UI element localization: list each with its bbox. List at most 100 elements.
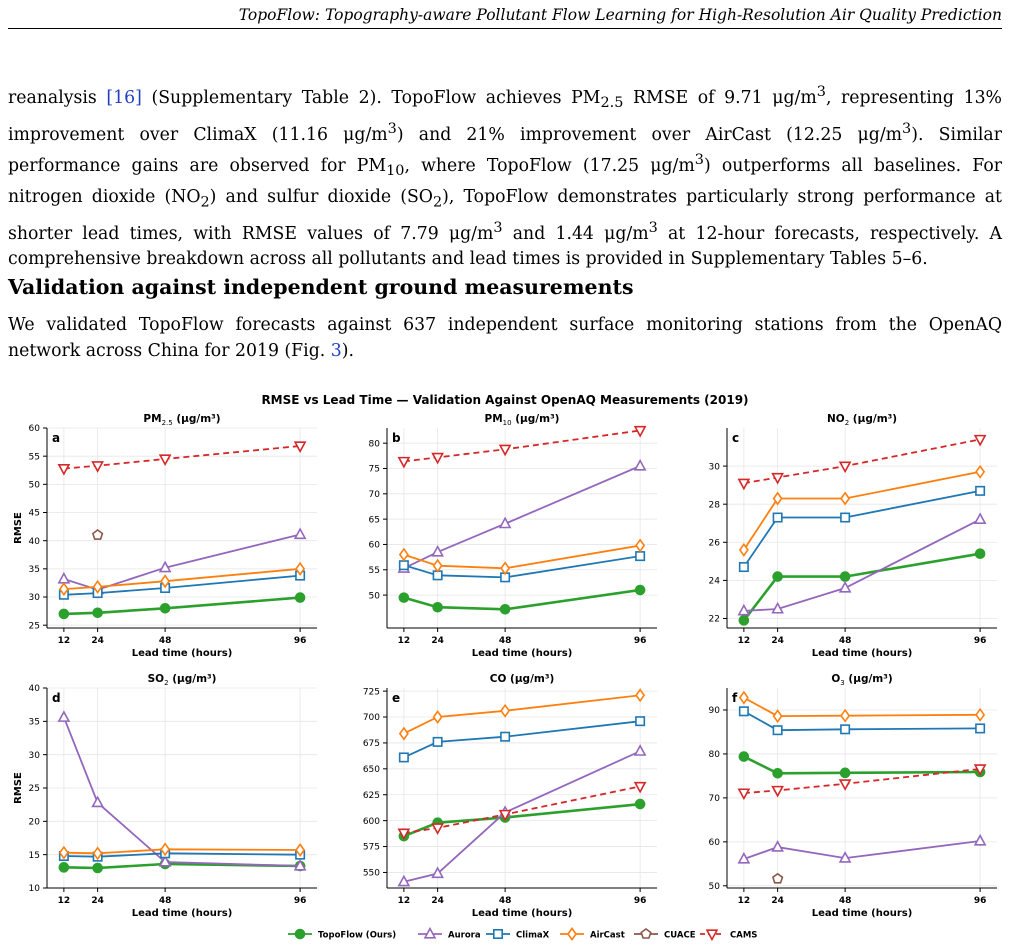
data-point [633, 425, 647, 438]
data-point [635, 688, 646, 703]
data-point [498, 809, 512, 822]
subplot-title-main: PM [485, 413, 503, 425]
y-tick-label: 600 [363, 817, 380, 827]
text-run: ) and sulfur dioxide (SO [209, 186, 433, 207]
text-run: reanalysis [8, 87, 107, 108]
data-point [635, 716, 646, 727]
series-climax [738, 485, 986, 573]
data-point [431, 544, 444, 557]
data-point [738, 615, 750, 626]
x-axis-label: Lead time (hours) [472, 908, 573, 919]
subplot-title: O3 (μg/m³) [831, 673, 892, 687]
legend-item: Aurora [418, 926, 481, 940]
data-point [295, 561, 306, 576]
y-tick-label: 60 [369, 541, 381, 551]
y-tick-label: 45 [29, 509, 40, 519]
text-run: RMSE of 9.71 μg/m [623, 87, 817, 108]
series-line [403, 720, 641, 759]
series-aircast [58, 561, 306, 597]
series-line [743, 696, 981, 718]
superscript: 3 [902, 120, 912, 137]
subplot-title-rest: (μg/m³) [849, 413, 897, 425]
legend-label: CUACE [664, 930, 696, 940]
data-point [975, 464, 986, 479]
data-point [975, 707, 986, 722]
data-point [397, 456, 411, 469]
citation-link[interactable]: [16] [106, 87, 142, 108]
data-point [838, 461, 852, 474]
x-tick-label: 12 [398, 896, 411, 906]
x-axis-label: Lead time (hours) [472, 648, 573, 659]
subplot-title-main: PM [143, 413, 161, 425]
subplot-title-rest: (μg/m³) [173, 413, 221, 425]
x-tick-label: 12 [738, 896, 751, 906]
series-line [63, 533, 301, 591]
series-topoflow-ours [398, 584, 646, 615]
text-run: ) and 21% improvement over AirCast (12.2… [396, 124, 903, 145]
data-point [158, 560, 172, 573]
series-line [63, 567, 301, 590]
series-line [403, 802, 641, 838]
data-point [840, 724, 851, 735]
data-point [973, 512, 987, 525]
legend-marker [294, 928, 306, 940]
subplot-letter: d [52, 691, 61, 705]
subplot-title-main: O [831, 673, 840, 685]
series-aircast [738, 690, 986, 724]
data-point [58, 582, 69, 597]
x-tick-label: 96 [294, 636, 307, 646]
text-run: and 1.44 μg/m [502, 223, 649, 244]
data-point [737, 478, 751, 491]
data-point [91, 461, 104, 473]
figure-ref-link[interactable]: 3 [330, 340, 342, 361]
x-tick-label: 48 [839, 636, 852, 646]
running-header: TopoFlow: Topography-aware Pollutant Flo… [8, 4, 1002, 29]
data-point [838, 779, 852, 791]
data-point [293, 441, 307, 454]
subplot-title: SO2 (μg/m³) [148, 673, 217, 687]
x-tick-label: 96 [974, 896, 987, 906]
subplot-title: PM2.5 (μg/m³) [143, 413, 220, 427]
y-tick-label: 15 [29, 851, 40, 861]
data-point [838, 580, 852, 593]
subplot-title-sub: 2 [164, 679, 168, 687]
series-line [63, 862, 301, 870]
x-tick-label: 12 [58, 636, 71, 646]
data-point [398, 592, 410, 603]
data-point [772, 725, 783, 736]
x-tick-label: 24 [771, 896, 784, 906]
series-line [743, 490, 981, 568]
x-tick-label: 48 [499, 636, 512, 646]
y-tick-label: 650 [363, 765, 380, 775]
x-tick-label: 24 [431, 896, 444, 906]
series-aircast [398, 688, 646, 741]
y-tick-label: 50 [369, 591, 381, 601]
data-point [58, 608, 70, 620]
data-point [57, 571, 71, 584]
data-point [772, 571, 783, 582]
data-point [737, 788, 751, 801]
series-line [743, 438, 981, 485]
y-tick-label: 60 [709, 838, 721, 848]
legend-item: AirCast [560, 927, 625, 941]
series-climax [398, 551, 646, 583]
data-point [772, 491, 783, 506]
series-line [63, 848, 301, 855]
data-point [398, 752, 409, 763]
subplot-letter: e [392, 691, 400, 705]
series-line [743, 755, 981, 775]
data-point [634, 584, 646, 596]
data-point [57, 710, 71, 722]
superscript: 3 [694, 152, 704, 169]
x-tick-label: 48 [499, 896, 512, 906]
data-point [839, 571, 851, 582]
superscript: 3 [648, 220, 658, 237]
y-tick-label: 40 [29, 537, 41, 547]
data-point [772, 767, 783, 779]
series-topoflow-ours [58, 592, 306, 620]
series-cams [397, 781, 647, 841]
subplot-title-rest: (μg/m³) [845, 673, 893, 685]
y-axis-label: RMSE [13, 512, 24, 544]
subplot-e: CO (μg/m³) 12 24 48 96 550 575 600 625 650 675 700 7… [363, 673, 657, 919]
y-tick-label: 700 [363, 713, 380, 723]
